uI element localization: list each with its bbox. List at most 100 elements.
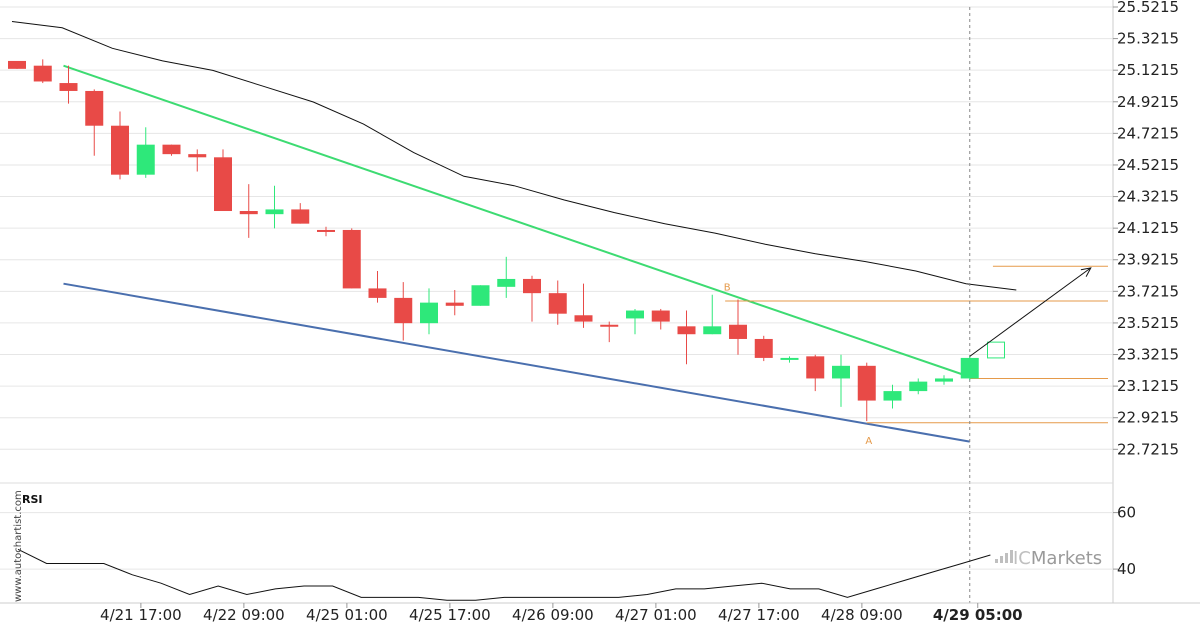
brand-bar (1010, 550, 1013, 563)
candle-body (806, 356, 825, 379)
resistance-line (63, 64, 971, 378)
bullish-candle (780, 356, 799, 363)
price-tick-label: 23.9215 (1117, 251, 1179, 269)
bullish-candle (960, 356, 979, 381)
candle-body (754, 338, 773, 358)
bearish-candle (368, 271, 387, 303)
candle-body (729, 324, 747, 339)
bearish-candle (523, 275, 541, 322)
watermark: www.autochartist.com (13, 490, 24, 602)
time-tick-label: 4/28 09:00 (821, 606, 903, 624)
candle-body (162, 144, 181, 155)
bullish-candle (471, 285, 490, 306)
bearish-candle (600, 321, 619, 343)
bullish-candle (626, 308, 644, 335)
candle-body (8, 60, 26, 69)
candle-body (703, 326, 722, 335)
bearish-candle (239, 184, 258, 238)
price-tick-label: 23.1215 (1117, 377, 1179, 395)
bearish-candle (59, 65, 78, 104)
candle-body (857, 365, 876, 401)
point-label-b: B (724, 283, 731, 294)
bearish-candle (548, 280, 567, 325)
price-tick-label: 25.1215 (1117, 61, 1179, 79)
time-axis: 4/21 17:00 4/22 09:00 4/25 01:00 4/25 17:00… (0, 602, 1200, 624)
price-axis: 25.5215 25.3215 25.1215 24.9215 24.7215 24.52… (1112, 0, 1179, 603)
bearish-candle (162, 144, 181, 156)
candle-body (265, 209, 284, 215)
bullish-candle (703, 294, 722, 335)
projection (969, 267, 1092, 357)
grid-lines (0, 6, 1113, 450)
bearish-candle (291, 203, 310, 224)
candle-body (523, 278, 541, 294)
bullish-candle (935, 375, 953, 385)
candle-body (111, 125, 129, 175)
price-tick-label: 23.5215 (1117, 314, 1179, 332)
moving-band (11, 21, 1017, 291)
candle-body (317, 229, 335, 232)
candle-body (600, 324, 619, 327)
time-tick-label: 4/26 09:00 (512, 606, 594, 624)
candle-body (574, 315, 593, 322)
candle-body (214, 157, 232, 212)
brand-bars-icon (995, 550, 1013, 563)
band-line (11, 21, 1017, 291)
bearish-candle (445, 289, 464, 316)
bullish-candle (497, 256, 516, 298)
candle-body (239, 211, 258, 215)
candle-body (85, 90, 104, 126)
candle-body (883, 391, 902, 401)
bearish-candle (651, 308, 670, 330)
time-tick-label: 4/27 01:00 (615, 606, 697, 624)
time-tick-label: 4/22 09:00 (203, 606, 285, 624)
price-tick-label: 23.3215 (1117, 346, 1179, 364)
candle-body (291, 209, 310, 224)
candle-body (59, 83, 78, 91)
bearish-candle (677, 310, 696, 365)
candle-body (420, 302, 438, 324)
price-tick-label: 24.3215 (1117, 188, 1179, 206)
price-tick-label: 24.9215 (1117, 93, 1179, 111)
candle-body (497, 278, 516, 287)
candle-body (832, 365, 850, 379)
point-label-a: A (865, 436, 872, 447)
candle-body (909, 381, 928, 392)
bearish-candle (85, 89, 104, 156)
price-tick-label: 25.5215 (1117, 0, 1179, 16)
price-tick-label: 24.1215 (1117, 219, 1179, 237)
bearish-candle (188, 149, 207, 172)
candle-body (136, 144, 155, 175)
brand-bar (1000, 556, 1003, 563)
projection-arrow-line (969, 267, 1092, 357)
bearish-candle (33, 59, 52, 84)
price-tick-label: 25.3215 (1117, 30, 1179, 48)
rsi-tick-label: 60 (1117, 504, 1136, 522)
bullish-candle (136, 127, 155, 178)
trendlines (63, 64, 971, 443)
candle-body (33, 65, 52, 82)
candle-body (677, 326, 696, 335)
candle-body (471, 285, 490, 306)
price-levels: BA (724, 7, 1108, 603)
brand-bar (1005, 553, 1008, 563)
bearish-candle (342, 228, 361, 289)
candle-body (188, 154, 207, 158)
candle-body (394, 297, 413, 324)
candle-body (626, 310, 644, 319)
time-tick-label: 4/21 17:00 (100, 606, 182, 624)
bullish-candle (265, 185, 284, 229)
bullish-candle (909, 378, 928, 395)
rsi-panel: 60 40 (0, 482, 1136, 601)
rsi-line (17, 548, 991, 601)
bearish-candle (729, 299, 747, 355)
candle-body (780, 357, 799, 360)
price-tick-label: 23.7215 (1117, 282, 1179, 300)
price-tick-label: 24.5215 (1117, 156, 1179, 174)
support-line (63, 282, 970, 443)
candle-body (935, 378, 953, 382)
brand-name-text: Markets (1031, 548, 1102, 569)
bearish-candle (754, 335, 773, 362)
